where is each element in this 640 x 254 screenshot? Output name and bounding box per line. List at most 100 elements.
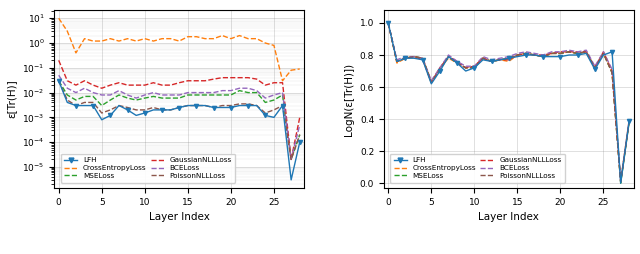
PoissonNLLLoss	[522, 52, 530, 55]
BCELoss	[393, 58, 401, 61]
GaussianNLLLoss	[253, 77, 260, 81]
PoissonNLLLoss	[470, 66, 478, 69]
MSELoss	[124, 97, 131, 100]
MSELoss	[98, 104, 106, 107]
GaussianNLLLoss	[462, 66, 470, 69]
GaussianNLLLoss	[591, 66, 598, 69]
GaussianNLLLoss	[385, 21, 392, 24]
BCELoss	[453, 60, 461, 63]
LFH	[132, 114, 140, 117]
LFH	[81, 104, 88, 107]
BCELoss	[81, 87, 88, 90]
BCELoss	[462, 65, 470, 68]
GaussianNLLLoss	[522, 52, 530, 55]
LFH	[287, 178, 295, 181]
LFH	[497, 58, 504, 61]
BCELoss	[625, 118, 633, 121]
MSELoss	[385, 21, 392, 24]
BCELoss	[608, 68, 616, 71]
LFH	[419, 58, 426, 61]
MSELoss	[591, 66, 598, 69]
CrossEntropyLoss	[428, 81, 435, 84]
BCELoss	[410, 55, 418, 58]
PoissonNLLLoss	[600, 52, 607, 55]
LFH	[201, 104, 209, 107]
BCELoss	[419, 57, 426, 60]
Y-axis label: ε[Tr(H)]: ε[Tr(H)]	[6, 80, 17, 118]
BCELoss	[574, 50, 582, 53]
BCELoss	[557, 50, 564, 53]
CrossEntropyLoss	[106, 37, 114, 40]
CrossEntropyLoss	[557, 52, 564, 55]
LFH	[608, 50, 616, 53]
CrossEntropyLoss	[63, 30, 71, 33]
GaussianNLLLoss	[270, 81, 278, 84]
BCELoss	[278, 91, 286, 94]
CrossEntropyLoss	[513, 54, 521, 57]
CrossEntropyLoss	[55, 17, 63, 20]
GaussianNLLLoss	[98, 87, 106, 90]
LFH	[453, 61, 461, 65]
LFH	[402, 57, 410, 60]
BCELoss	[565, 49, 573, 52]
MSELoss	[167, 97, 175, 100]
PoissonNLLLoss	[253, 104, 260, 107]
LFH	[513, 55, 521, 58]
MSELoss	[497, 58, 504, 61]
PoissonNLLLoss	[227, 104, 235, 107]
MSELoss	[158, 97, 166, 100]
LFH	[565, 54, 573, 57]
BCELoss	[63, 87, 71, 90]
CrossEntropyLoss	[582, 50, 590, 53]
BCELoss	[262, 97, 269, 100]
BCELoss	[227, 89, 235, 92]
CrossEntropyLoss	[227, 37, 235, 40]
MSELoss	[106, 99, 114, 102]
GaussianNLLLoss	[106, 84, 114, 87]
PoissonNLLLoss	[531, 54, 538, 57]
BCELoss	[175, 93, 183, 97]
PoissonNLLLoss	[278, 104, 286, 107]
PoissonNLLLoss	[244, 102, 252, 105]
MSELoss	[410, 55, 418, 58]
Legend: LFH, CrossEntropyLoss, MSELoss, GaussianNLLLoss, BCELoss, PoissonNLLLoss: LFH, CrossEntropyLoss, MSELoss, Gaussian…	[61, 154, 236, 183]
LFH	[210, 106, 218, 109]
BCELoss	[428, 79, 435, 82]
GaussianNLLLoss	[548, 52, 556, 55]
GaussianNLLLoss	[625, 118, 633, 121]
CrossEntropyLoss	[548, 52, 556, 55]
BCELoss	[193, 91, 200, 94]
PoissonNLLLoss	[608, 71, 616, 74]
PoissonNLLLoss	[574, 52, 582, 55]
LFH	[63, 101, 71, 104]
Line: MSELoss: MSELoss	[388, 23, 629, 183]
PoissonNLLLoss	[410, 55, 418, 58]
LFH	[505, 57, 513, 60]
CrossEntropyLoss	[505, 60, 513, 63]
MSELoss	[270, 99, 278, 102]
LFH	[574, 54, 582, 57]
BCELoss	[167, 93, 175, 97]
GaussianNLLLoss	[479, 57, 487, 60]
MSELoss	[557, 52, 564, 55]
PoissonNLLLoss	[557, 52, 564, 55]
LFH	[428, 82, 435, 85]
PoissonNLLLoss	[150, 106, 157, 109]
MSELoss	[617, 182, 625, 185]
LFH	[175, 106, 183, 109]
LFH	[193, 104, 200, 107]
LFH	[150, 108, 157, 112]
Line: PoissonNLLLoss: PoissonNLLLoss	[388, 23, 629, 182]
LFH	[167, 108, 175, 112]
GaussianNLLLoss	[184, 79, 191, 82]
CrossEntropyLoss	[253, 37, 260, 40]
MSELoss	[90, 95, 97, 98]
BCELoss	[55, 74, 63, 77]
LFH	[141, 112, 148, 115]
GaussianNLLLoss	[201, 79, 209, 82]
GaussianNLLLoss	[124, 84, 131, 87]
GaussianNLLLoss	[445, 55, 452, 58]
CrossEntropyLoss	[436, 66, 444, 69]
MSELoss	[540, 55, 547, 58]
MSELoss	[193, 93, 200, 97]
